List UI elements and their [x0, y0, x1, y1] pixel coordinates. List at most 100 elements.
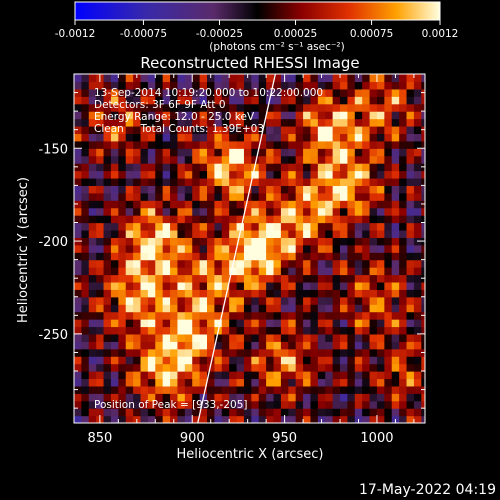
heatmap-cell: [303, 148, 312, 157]
heatmap-cell: [192, 200, 201, 209]
heatmap-cell: [207, 244, 215, 253]
heatmap-cell: [96, 207, 105, 216]
heatmap-cell: [110, 267, 119, 276]
heatmap-cell: [369, 244, 378, 253]
heatmap-cell: [118, 326, 127, 335]
heatmap-cell: [192, 304, 201, 313]
heatmap-cell: [184, 207, 193, 216]
heatmap-cell: [362, 259, 371, 268]
heatmap-cell: [391, 125, 400, 135]
heatmap-cell: [332, 177, 341, 186]
heatmap-cell: [317, 177, 326, 186]
heatmap-cell: [347, 111, 356, 120]
heatmap-cell: [310, 348, 319, 357]
heatmap-cell: [303, 296, 312, 305]
heatmap-cell: [251, 408, 260, 417]
heatmap-cell: [214, 177, 223, 186]
heatmap-cell: [184, 215, 193, 224]
heatmap-cell: [214, 96, 223, 105]
heatmap-cell: [229, 356, 238, 365]
heatmap-cell: [295, 378, 304, 387]
heatmap-cell: [177, 118, 186, 127]
heatmap-cell: [325, 74, 334, 83]
heatmap-cell: [325, 96, 334, 105]
heatmap-cell: [207, 200, 215, 209]
heatmap-cell: [229, 267, 238, 276]
heatmap-cell: [199, 155, 208, 164]
heatmap-cell: [140, 341, 149, 350]
heatmap-cell: [332, 237, 341, 246]
heatmap-cell: [243, 333, 252, 342]
heatmap-cell: [295, 281, 304, 290]
heatmap-cell: [88, 371, 97, 380]
heatmap-cell: [273, 296, 282, 305]
heatmap-cell: [147, 304, 156, 313]
heatmap-cell: [325, 148, 334, 157]
heatmap-cell: [376, 244, 385, 253]
heatmap-cell: [140, 88, 149, 97]
heatmap-cell: [199, 304, 208, 313]
heatmap-cell: [258, 74, 267, 83]
heatmap-cell: [125, 118, 134, 127]
heatmap-cell: [347, 348, 356, 357]
heatmap-cell: [258, 88, 267, 97]
heatmap-cell: [369, 333, 378, 342]
heatmap-cell: [369, 103, 378, 112]
heatmap-cell: [243, 88, 252, 97]
heatmap-cell: [88, 393, 97, 402]
heatmap-cell: [140, 148, 149, 157]
heatmap-cell: [288, 363, 297, 372]
heatmap-cell: [214, 356, 223, 365]
heatmap-cell: [177, 289, 186, 298]
heatmap-cell: [192, 267, 201, 276]
heatmap-cell: [96, 326, 105, 335]
heatmap-cell: [125, 81, 134, 90]
heatmap-cell: [110, 133, 119, 142]
heatmap-cell: [413, 378, 422, 387]
heatmap-cell: [258, 385, 267, 394]
heatmap-cell: [184, 200, 193, 209]
heatmap-cell: [74, 229, 82, 238]
heatmap-cell: [354, 111, 363, 120]
heatmap-cell: [155, 200, 164, 209]
heatmap-cell: [207, 237, 215, 246]
heatmap-cell: [207, 281, 215, 290]
heatmap-cell: [310, 103, 319, 112]
chart-title: Reconstructed RHESSI Image: [140, 54, 359, 72]
heatmap-cell: [413, 96, 422, 105]
heatmap-cell: [118, 170, 127, 179]
heatmap-cell: [391, 341, 400, 350]
heatmap-cell: [421, 192, 425, 201]
heatmap-cell: [384, 81, 393, 90]
heatmap-cell: [170, 289, 179, 298]
heatmap-cell: [280, 237, 289, 246]
heatmap-cell: [354, 341, 363, 350]
heatmap-cell: [184, 408, 193, 417]
heatmap-cell: [133, 118, 142, 127]
heatmap-cell: [125, 289, 134, 298]
heatmap-cell: [177, 326, 186, 335]
heatmap-cell: [162, 237, 171, 246]
heatmap-cell: [133, 304, 142, 313]
heatmap-cell: [177, 333, 186, 342]
heatmap-cell: [140, 319, 149, 328]
heatmap-cell: [199, 348, 208, 357]
heatmap-cell: [162, 378, 171, 387]
heatmap-cell: [399, 408, 408, 417]
heatmap-cell: [199, 244, 208, 253]
heatmap-cell: [317, 378, 326, 387]
heatmap-cell: [288, 400, 297, 409]
heatmap-cell: [236, 274, 245, 283]
heatmap-cell: [421, 259, 425, 268]
heatmap-cell: [199, 252, 208, 261]
heatmap-cell: [325, 140, 334, 149]
heatmap-cell: [325, 88, 334, 97]
heatmap-cell: [340, 177, 349, 186]
heatmap-cell: [184, 170, 193, 179]
heatmap-cell: [347, 274, 356, 283]
heatmap-cell: [214, 222, 223, 231]
heatmap-cell: [118, 111, 127, 120]
heatmap-cell: [221, 333, 230, 342]
heatmap-cell: [170, 74, 179, 83]
heatmap-cell: [243, 289, 252, 298]
